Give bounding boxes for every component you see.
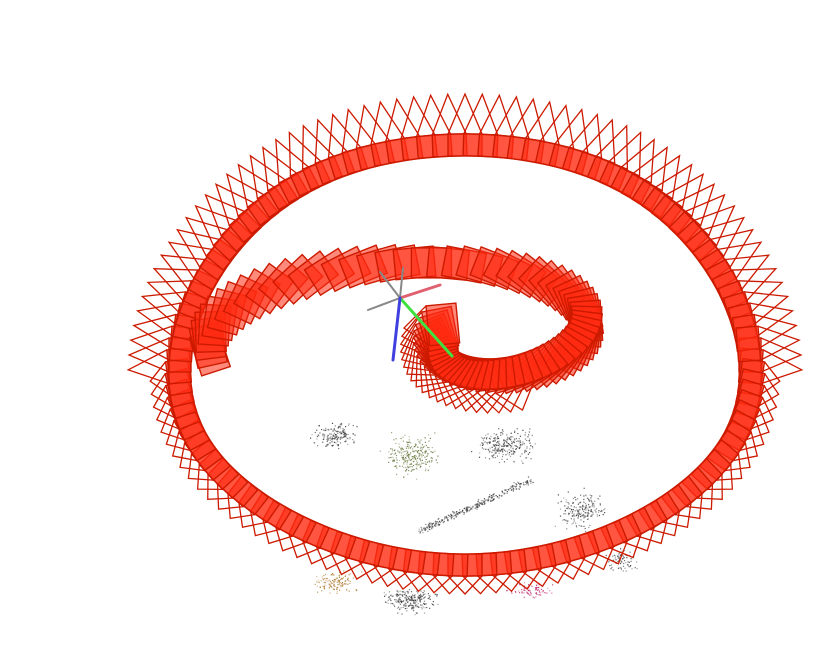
point-cluster — [605, 547, 638, 572]
point-cluster — [418, 476, 534, 534]
point-cluster — [379, 432, 439, 480]
origin-axes — [367, 267, 454, 362]
axis-neg-y — [399, 267, 404, 299]
point-cluster — [554, 487, 606, 532]
camera-frustums — [126, 92, 804, 595]
point-cloud — [310, 422, 638, 616]
axis-y — [398, 296, 454, 358]
axis-z — [391, 296, 402, 362]
point-cluster — [383, 589, 439, 616]
point-cluster — [314, 570, 363, 594]
camera-frustum — [735, 325, 801, 363]
axis-x — [398, 283, 442, 300]
axis-neg-z — [367, 297, 401, 311]
axis-neg-x — [379, 271, 401, 299]
point-cluster — [310, 422, 358, 450]
point-cluster — [471, 428, 536, 464]
